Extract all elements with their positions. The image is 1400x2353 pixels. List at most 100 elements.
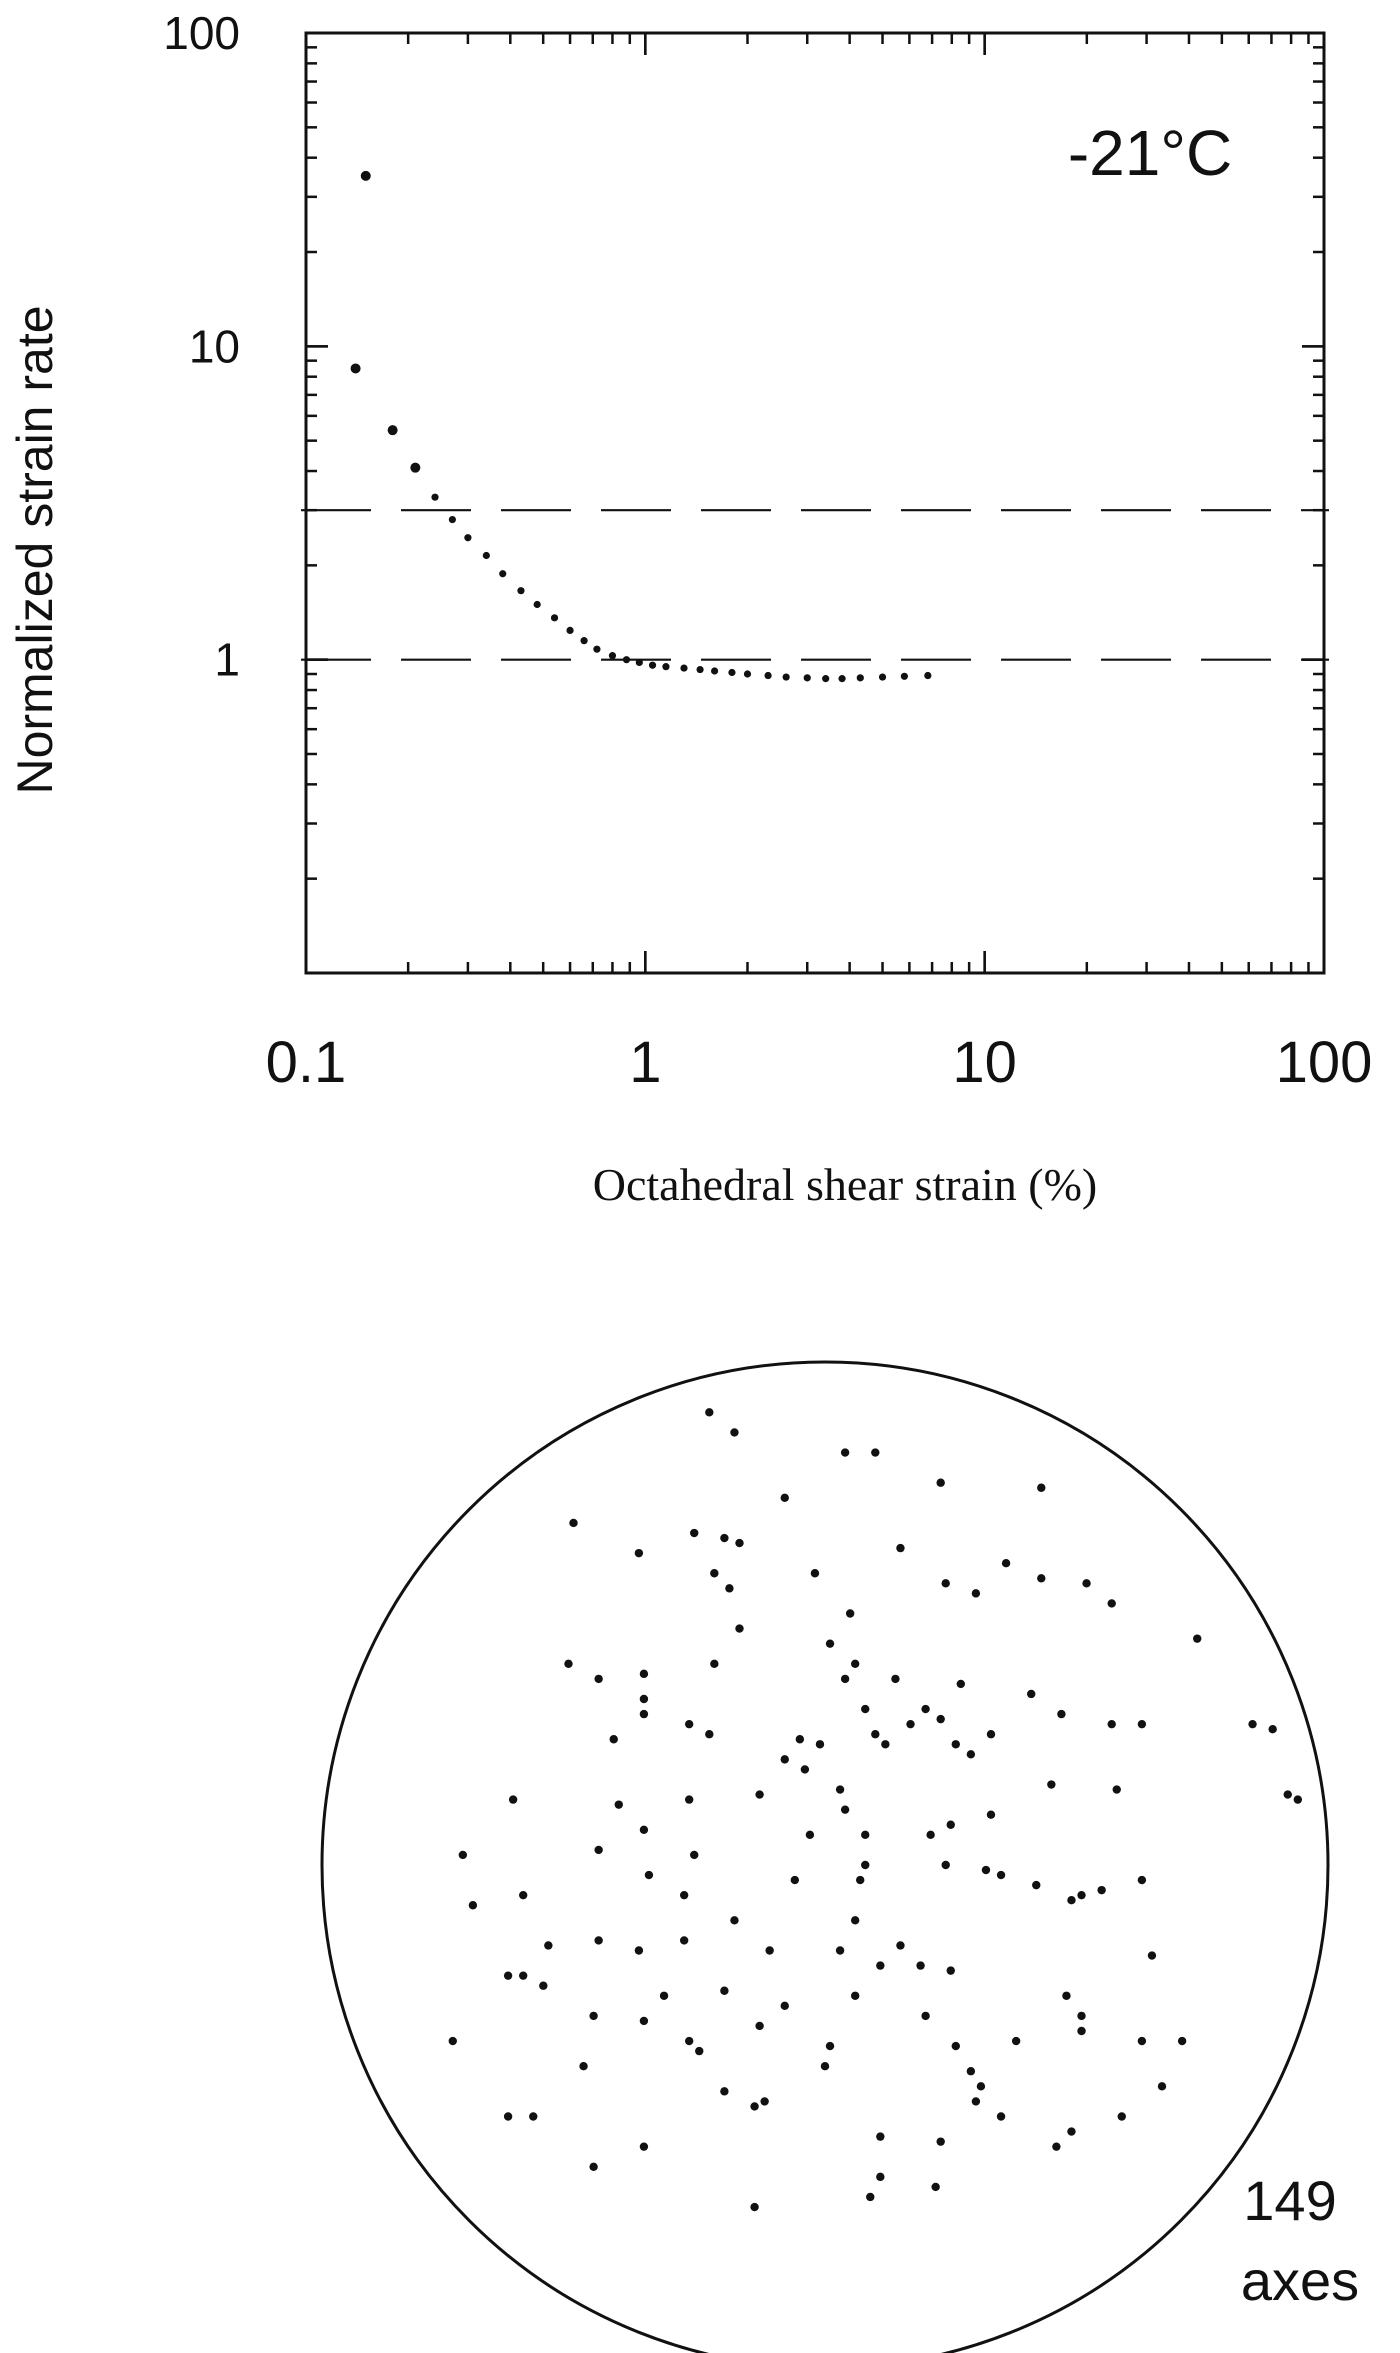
data-point (822, 675, 830, 683)
c-axis-point (946, 1966, 955, 1975)
c-axis-point (906, 1719, 915, 1729)
c-axis-point (458, 1850, 468, 1860)
data-point (566, 626, 574, 634)
x-tick-label: 0.1 (266, 1030, 347, 1095)
c-axis-point (876, 1961, 885, 1970)
c-axis-point (705, 1730, 714, 1739)
y-tick-labels: 1 10 100 (163, 7, 240, 686)
data-point (410, 462, 421, 473)
c-axis-point (956, 1679, 966, 1689)
c-axis-point (730, 1916, 739, 1925)
c-axis-point (1037, 1574, 1046, 1583)
c-axis-point (690, 1528, 699, 1538)
c-axis-point (840, 1805, 850, 1814)
c-axis-point (720, 1533, 729, 1543)
c-axis-points (448, 1408, 1303, 2212)
c-axis-point (1157, 2082, 1167, 2091)
c-axis-point (921, 2011, 930, 2021)
data-point (635, 658, 643, 667)
c-axis-point (881, 1740, 890, 1749)
c-axis-point (825, 2041, 835, 2051)
c-axis-point (815, 1740, 825, 1749)
data-point (924, 671, 932, 680)
c-axis-point (589, 2011, 598, 2021)
c-axis-point (710, 1659, 719, 1669)
data-point (448, 515, 456, 524)
c-axis-point (800, 1765, 810, 1774)
x-tick-label: 1 (629, 1030, 661, 1095)
c-axis-point (1107, 1599, 1116, 1608)
c-axis-point (840, 1674, 850, 1684)
c-axis-point (1047, 1780, 1056, 1789)
c-axis-point (519, 1971, 528, 1980)
c-axis-point (529, 2112, 538, 2121)
data-points (350, 170, 932, 683)
c-axis-point (679, 1936, 689, 1945)
c-axis-point (720, 2087, 729, 2096)
c-axis-point (644, 1870, 654, 1880)
data-point (533, 600, 541, 609)
c-axis-point (755, 1790, 764, 1799)
c-axis-point (609, 1735, 618, 1744)
data-point (608, 652, 617, 660)
c-axis-point (503, 1971, 513, 1980)
data-point (743, 670, 752, 678)
c-axis-point (951, 1740, 960, 1749)
data-point (680, 664, 688, 672)
data-point (387, 425, 398, 436)
data-point (648, 661, 657, 669)
c-axis-point (780, 2001, 789, 2011)
c-axis-point (695, 2046, 704, 2056)
plot-frame (304, 31, 1326, 975)
temperature-annotation: -21°C (1068, 117, 1232, 189)
data-point (464, 534, 472, 542)
c-axis-point (946, 1820, 955, 1829)
c-axis-point (941, 1860, 950, 1870)
c-axis-point (1062, 1991, 1071, 2000)
c-axis-point (1248, 1719, 1257, 1729)
c-axis-point (896, 1941, 905, 1950)
c-axis-point (594, 1674, 603, 1684)
stereonet-chart: 149 axes (320, 1360, 1359, 2353)
c-axis-point (936, 1714, 945, 1724)
c-axis-point (850, 1991, 860, 2000)
data-point (710, 667, 719, 675)
c-axis-point (856, 1875, 865, 1885)
y-tick-label: 10 (189, 320, 240, 372)
c-axis-point (750, 2102, 759, 2111)
c-axis-point (1077, 1890, 1086, 1900)
c-axis-point (684, 2036, 694, 2046)
y-axis-label: Normalized strain rate (7, 305, 63, 794)
data-point (838, 675, 846, 683)
data-point (782, 673, 790, 681)
c-axis-point (1037, 1483, 1046, 1492)
data-point (622, 656, 631, 664)
c-axis-point (448, 2036, 457, 2046)
c-axis-point (896, 1543, 905, 1553)
x-tick-label: 10 (952, 1030, 1017, 1095)
c-axis-point (936, 2137, 945, 2146)
c-axis-point (871, 1730, 880, 1739)
c-axis-point (840, 1448, 850, 1457)
data-point (728, 668, 736, 677)
c-axis-point (1082, 1579, 1091, 1588)
c-axis-point (996, 2112, 1006, 2121)
c-axis-point (735, 1538, 744, 1548)
c-axis-point (539, 1981, 548, 1990)
c-axis-point (971, 1589, 981, 1598)
axes-count: 149 (1243, 2169, 1336, 2232)
c-axis-point (639, 2142, 649, 2151)
c-axis-point (805, 1830, 815, 1840)
y-tick-label: 1 (214, 634, 240, 686)
c-axis-point (569, 1518, 578, 1528)
stereonet-circle (320, 1360, 1330, 2353)
c-axis-point (720, 1986, 729, 1995)
c-axis-point (936, 1478, 945, 1487)
data-point (764, 671, 772, 680)
c-axis-point (760, 2097, 769, 2106)
c-axis-point (876, 2132, 885, 2141)
data-point (878, 673, 887, 681)
x-axis-label: Octahedral shear strain (%) (593, 1159, 1097, 1210)
c-axis-point (921, 1704, 930, 1714)
c-axis-point (825, 1639, 835, 1648)
